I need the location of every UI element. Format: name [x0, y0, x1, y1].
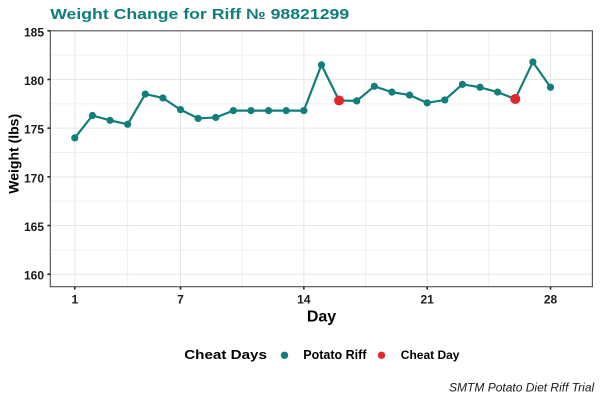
svg-text:Day: Day	[307, 308, 336, 325]
svg-text:185: 185	[24, 25, 44, 39]
svg-text:Cheat Day: Cheat Day	[401, 348, 460, 362]
svg-text:Cheat Days: Cheat Days	[184, 347, 267, 362]
svg-text:Weight Change for Riff № 98821: Weight Change for Riff № 98821299	[50, 6, 349, 22]
svg-text:21: 21	[420, 293, 434, 307]
svg-text:Weight (lbs): Weight (lbs)	[5, 114, 21, 194]
svg-text:165: 165	[24, 220, 44, 234]
svg-text:170: 170	[24, 171, 44, 185]
svg-text:160: 160	[24, 269, 44, 283]
svg-text:7: 7	[177, 293, 184, 307]
svg-text:180: 180	[24, 74, 44, 88]
svg-text:175: 175	[24, 123, 44, 137]
svg-text:1: 1	[71, 293, 78, 307]
svg-text:Potato Riff: Potato Riff	[303, 348, 367, 362]
svg-text:SMTM Potato Diet Riff Trial: SMTM Potato Diet Riff Trial	[449, 381, 594, 395]
svg-text:28: 28	[544, 293, 558, 307]
svg-text:14: 14	[297, 293, 311, 307]
